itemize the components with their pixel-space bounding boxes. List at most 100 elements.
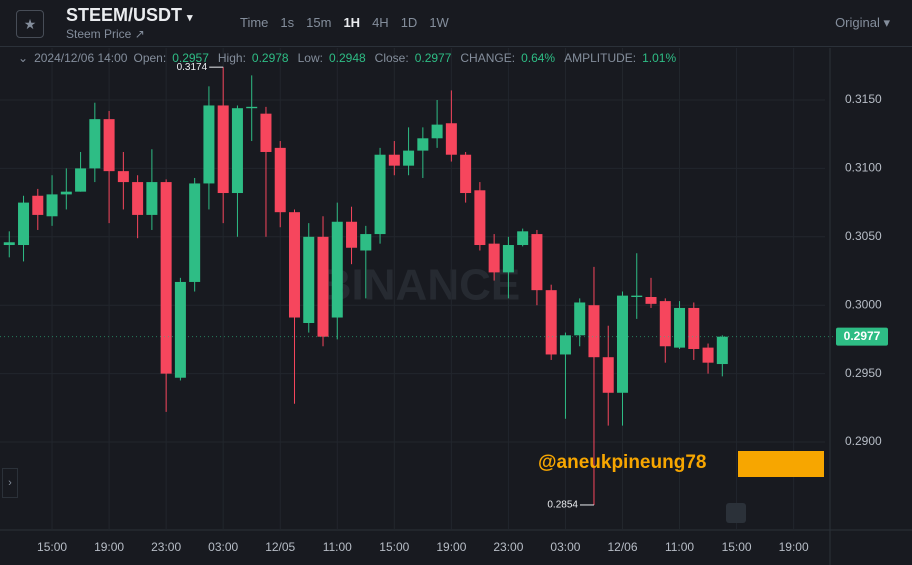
candle-body [32, 195, 44, 215]
candle-body [160, 182, 172, 374]
interval[interactable]: 1s [280, 15, 295, 30]
interval[interactable]: Time [240, 15, 269, 30]
min-marker-label: 0.2854 [547, 500, 578, 511]
candle-body [403, 150, 415, 166]
y-tick-label: 0.2900 [845, 434, 882, 448]
social-icons [738, 451, 824, 477]
candle-body [431, 124, 443, 139]
y-tick-label: 0.3050 [845, 229, 882, 243]
candle-body [303, 236, 315, 323]
x-tick-label: 15:00 [379, 540, 409, 554]
candle-body [645, 297, 657, 304]
info-label: High: [217, 51, 246, 65]
candle-body [445, 123, 457, 155]
x-tick-label: 12/05 [265, 540, 295, 554]
candle-body [317, 236, 329, 337]
y-tick-label: 0.2950 [845, 366, 882, 380]
candle-body [189, 183, 201, 282]
y-tick-label: 0.3150 [845, 92, 882, 106]
scroll-button [726, 503, 746, 523]
x-tick-label: 11:00 [665, 540, 694, 554]
candle-body [716, 336, 728, 365]
candle-body [531, 234, 543, 291]
candle-body [331, 221, 343, 318]
favorite-button[interactable]: ★ [16, 10, 44, 38]
candle-body [374, 154, 386, 235]
interval[interactable]: 15m [306, 15, 332, 30]
candle-body [60, 191, 72, 195]
info-value: 0.64% [521, 51, 556, 65]
info-label: CHANGE: [460, 51, 516, 65]
candle-body [288, 212, 300, 318]
interval[interactable]: 1H [343, 15, 361, 30]
candle-body [75, 168, 87, 192]
candle-body [545, 290, 557, 355]
candle-body [132, 182, 144, 215]
candle-body [417, 138, 429, 151]
x-tick-label: 15:00 [37, 540, 67, 554]
candle-body [659, 301, 671, 347]
y-tick-label: 0.3000 [845, 297, 882, 311]
candle-body [274, 147, 286, 213]
candle-body [146, 182, 158, 215]
max-marker-label: 0.3174 [177, 62, 208, 73]
candle-body [217, 105, 229, 194]
overlay-text: @aneukpineung78 [538, 452, 707, 473]
last-price-label: 0.2977 [844, 329, 881, 343]
interval[interactable]: 1D [400, 15, 418, 30]
x-tick-label: 15:00 [722, 540, 752, 554]
symbol[interactable]: STEEM/USDT ▾ [66, 5, 193, 25]
candle-body [103, 119, 115, 172]
candle-body [474, 190, 486, 246]
info-label: Close: [374, 51, 409, 65]
x-tick-label: 19:00 [436, 540, 466, 554]
candle-body [616, 295, 628, 393]
watermark: BINANCE [320, 261, 520, 310]
interval[interactable]: 4H [372, 15, 389, 30]
x-tick-label: 19:00 [779, 540, 809, 554]
interval-list: Time 1s 15m 1H 4H 1D 1W [240, 15, 449, 30]
subtitle-text: Steem Price [66, 27, 132, 41]
candle-body [231, 108, 243, 194]
candle-body [260, 113, 272, 152]
x-tick-label: 19:00 [94, 540, 124, 554]
candle-body [18, 202, 30, 246]
candle-body [674, 307, 686, 348]
price-type[interactable]: Original ▾ [835, 15, 890, 30]
symbol-text: STEEM/USDT [66, 5, 183, 25]
candle-body [559, 335, 571, 355]
x-tick-label: 03:00 [208, 540, 238, 554]
info-value: 0.2957 [172, 51, 209, 65]
candle-body [460, 154, 472, 194]
x-tick-label: 03:00 [550, 540, 580, 554]
side-toggle[interactable]: › [2, 468, 18, 498]
info-label: Open: [133, 51, 167, 65]
info-value: 0.2977 [414, 51, 452, 65]
candle-body [502, 245, 514, 273]
candle-body [688, 307, 700, 349]
candle-body [588, 305, 600, 358]
interval[interactable]: 1W [429, 15, 449, 30]
candle-body [388, 154, 400, 166]
candle-body [574, 302, 586, 336]
x-tick-label: 12/06 [607, 540, 637, 554]
candle-body [702, 347, 714, 363]
price-type-text: Original [835, 15, 880, 30]
info-value: 0.2978 [251, 51, 289, 65]
candle-body [89, 119, 101, 169]
x-tick-label: 23:00 [151, 540, 181, 554]
candle-body [246, 106, 258, 109]
candle-body [602, 357, 614, 393]
candle-body [346, 221, 358, 248]
candle-body [203, 105, 215, 184]
info-label: Low: [297, 51, 323, 65]
info-value: 0.2948 [328, 51, 366, 65]
toolbar: ★ STEEM/USDT ▾ Steem Price ↗ Time 1s 15m 1H… [0, 0, 912, 47]
candle-body [631, 295, 643, 298]
candle-body [360, 234, 372, 251]
x-tick-label: 23:00 [493, 540, 523, 554]
candle-body [46, 194, 58, 217]
info-label: AMPLITUDE: [564, 51, 637, 65]
subtitle[interactable]: Steem Price ↗ [66, 27, 145, 41]
